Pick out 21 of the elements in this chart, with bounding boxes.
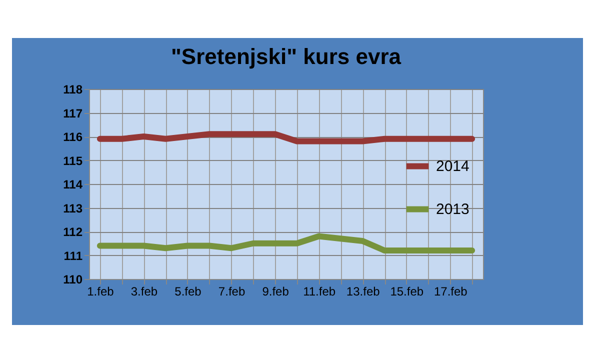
chart-title: "Sretenjski" kurs evra bbox=[171, 44, 402, 69]
x-tick-label: 1.feb bbox=[87, 284, 114, 298]
y-tick-label: 116 bbox=[63, 130, 83, 144]
x-tick-label: 5.feb bbox=[174, 284, 202, 298]
x-tick-label: 15.feb bbox=[390, 284, 424, 298]
y-tick-label: 114 bbox=[63, 178, 83, 192]
y-tick-label: 118 bbox=[63, 82, 83, 96]
x-tick-label: 17.feb bbox=[434, 284, 468, 298]
x-tick-label: 3.feb bbox=[130, 284, 158, 298]
y-tick-label: 112 bbox=[63, 225, 83, 239]
legend-label: 2014 bbox=[436, 158, 470, 176]
y-tick-label: 111 bbox=[64, 248, 83, 263]
y-tick-label: 110 bbox=[63, 272, 83, 286]
x-tick-label: 7.feb bbox=[218, 284, 246, 298]
y-tick-label: 113 bbox=[63, 201, 83, 216]
x-tick-label: 13.feb bbox=[346, 284, 380, 298]
x-tick-label: 11.feb bbox=[303, 284, 336, 298]
x-tick-label: 9.feb bbox=[262, 284, 290, 298]
legend-label: 2013 bbox=[436, 201, 470, 218]
y-tick-label: 115 bbox=[63, 154, 83, 168]
y-tick-label: 117 bbox=[63, 106, 83, 120]
